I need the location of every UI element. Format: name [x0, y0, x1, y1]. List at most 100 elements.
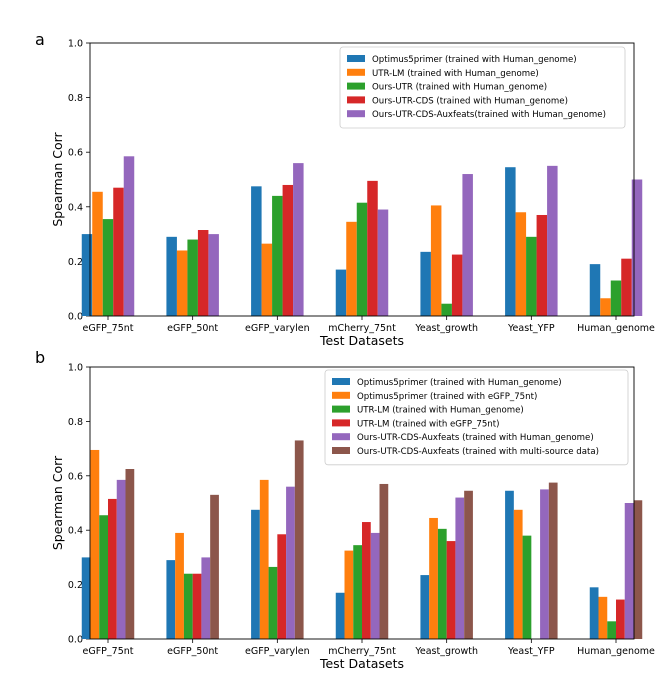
panel-a-bar-eGFP_75nt-s1	[92, 191, 103, 316]
panel-a-bar-eGFP_50nt-s0	[166, 236, 177, 316]
panel-b-legend-label-2: UTR-LM (trained with Human_genome)	[357, 406, 524, 416]
panel-a-bar-eGFP_varylen-s4	[293, 163, 304, 316]
panel-a-legend-label-2: Ours-UTR (trained with Human_genome)	[372, 83, 547, 93]
panel-b-xtick-label: eGFP_varylen	[245, 646, 310, 657]
panel-a-bar-mCherry_75nt-s1	[346, 221, 357, 316]
panel-a-letter: a	[35, 30, 45, 49]
panel-b-bar-Human_genome-s2	[607, 621, 616, 639]
panel-b-ytick-label: 0.6	[68, 471, 83, 482]
panel-a-xtick-label: Yeast_growth	[414, 323, 478, 334]
panel-b-bar-eGFP_varylen-s0	[251, 509, 260, 639]
panel-a-bar-eGFP_75nt-s3	[113, 187, 124, 316]
panel-b-bar-eGFP_50nt-s5	[210, 494, 219, 639]
panel-b-bar-Human_genome-s0	[589, 587, 599, 639]
panel-a-bar-mCherry_75nt-s3	[367, 180, 378, 316]
panel-a-xtick-label: eGFP_50nt	[167, 323, 218, 334]
panel-a-bar-eGFP_varylen-s1	[261, 243, 273, 316]
panel-b-xtick-label: mCherry_75nt	[328, 646, 396, 657]
panel-b-legend-label-0: Optimus5primer (trained with Human_genom…	[357, 378, 562, 388]
panel-b-bar-eGFP_50nt-s2	[183, 573, 193, 639]
panel-a-bar-Human_genome-s2	[610, 280, 622, 316]
panel-b-xtick-label: Yeast_growth	[414, 646, 478, 657]
panel-a-ytick-label: 0.0	[68, 312, 83, 323]
panel-a-bar-Yeast_growth-s0	[420, 251, 431, 316]
panel-a-ylabel: Spearman Corr	[50, 131, 65, 226]
panel-a-legend-swatch-3	[347, 96, 365, 104]
panel-a-bar-Yeast_growth-s4	[462, 174, 473, 316]
panel-a-bar-Yeast_growth-s2	[441, 303, 452, 316]
panel-b-ytick-label: 0.4	[68, 526, 83, 537]
panel-b-legend-box	[324, 369, 629, 466]
panel-a-xtick-label: Yeast_YFP	[507, 323, 555, 334]
panel-b-bar-eGFP_50nt-s1	[175, 532, 184, 639]
panel-b-bar-Yeast_growth-s0	[420, 575, 430, 639]
panel-a-legend-label-3: Ours-UTR-CDS (trained with Human_genome)	[372, 96, 568, 106]
panel-a-bar-Yeast_YFP-s4	[547, 165, 558, 316]
panel-a-legend-swatch-0	[347, 55, 365, 62]
panel-a-bar-eGFP_varylen-s3	[282, 184, 294, 316]
panel-a-legend-swatch-4	[347, 110, 365, 118]
panel-b-bar-eGFP_50nt-s4	[201, 557, 211, 639]
panel-a-bar-Human_genome-s3	[621, 258, 632, 316]
panel-a-legend-swatch-1	[347, 68, 365, 76]
panel-a-bar-eGFP_50nt-s1	[176, 250, 188, 316]
panel-b-bar-Human_genome-s5	[633, 500, 643, 639]
panel-b-bar-Yeast_YFP-s4	[540, 489, 549, 639]
panel-b-bar-Yeast_YFP-s0	[505, 490, 514, 639]
panel-b-bar-mCherry_75nt-s2	[353, 545, 362, 639]
panel-a-bar-eGFP_75nt-s0	[81, 234, 93, 316]
panel-b-legend-swatch-5	[332, 447, 350, 454]
panel-a-bar-Yeast_YFP-s0	[505, 167, 516, 316]
panel-b-bar-Human_genome-s3	[616, 599, 625, 639]
panel-b-legend-label-5: Ours-UTR-CDS-Auxfeats (trained with mult…	[357, 447, 599, 457]
panel-a-ytick-label: 1.0	[68, 39, 83, 50]
panel-a-bar-Human_genome-s1	[600, 298, 611, 316]
panel-a-legend-box	[339, 46, 626, 129]
panel-a-xtick-label: eGFP_varylen	[245, 323, 310, 334]
panel-b-bar-Human_genome-s4	[624, 503, 634, 639]
panel-b-bar-eGFP_varylen-s2	[268, 566, 278, 639]
panel-a-legend-label-0: Optimus5primer (trained with Human_genom…	[372, 55, 577, 65]
panel-b-bar-Yeast_YFP-s2	[522, 535, 532, 639]
panel-b-bar-eGFP_75nt-s3	[108, 498, 117, 639]
panel-b-bar-eGFP_75nt-s1	[90, 449, 100, 639]
panel-b-axes-frame	[89, 366, 635, 640]
panel-a-xlabel: Test Datasets	[319, 333, 404, 348]
panel-b-ytick-label: 0.0	[68, 635, 83, 646]
panel-b-xtick-label: eGFP_50nt	[167, 646, 218, 657]
panel-b-bar-eGFP_varylen-s4	[286, 486, 295, 639]
panel-a-bar-mCherry_75nt-s2	[356, 202, 368, 316]
panel-b-xtick-label: Yeast_YFP	[507, 646, 555, 657]
panel-b-bar-eGFP_75nt-s0	[81, 557, 91, 639]
panel-a-bar-Yeast_growth-s3	[451, 254, 463, 316]
panel-b-bar-Yeast_growth-s2	[437, 528, 447, 639]
panel-b-bar-mCherry_75nt-s5	[379, 483, 389, 639]
panel-a-bar-eGFP_50nt-s4	[208, 234, 219, 316]
panel-b-bar-eGFP_varylen-s1	[259, 479, 269, 639]
panel-a-bar-eGFP_75nt-s2	[102, 219, 114, 316]
panel-b-legend-label-1: Optimus5primer (trained with eGFP_75nt)	[357, 392, 537, 402]
panel-b-bar-mCherry_75nt-s3	[362, 522, 371, 639]
panel-b-bar-Yeast_YFP-s1	[513, 509, 523, 639]
panel-a-ytick-label: 0.6	[68, 148, 83, 159]
panel-b-bar-mCherry_75nt-s0	[335, 592, 345, 639]
panel-a-xtick-label: Human_genome	[577, 323, 655, 334]
panel-b-xtick-label: eGFP_75nt	[83, 646, 134, 657]
panel-a-bar-eGFP_varylen-s2	[272, 195, 283, 316]
panel-b-bar-eGFP_75nt-s4	[116, 479, 126, 639]
panel-b-bar-eGFP_50nt-s0	[166, 560, 176, 639]
panel-b-bar-Yeast_growth-s4	[455, 497, 465, 639]
panel-b-legend-swatch-0	[332, 378, 350, 385]
panel-b-bar-Yeast_growth-s5	[464, 490, 473, 639]
panel-b-legend-swatch-2	[332, 405, 350, 413]
panel-a-legend-label-1: UTR-LM (trained with Human_genome)	[372, 69, 539, 79]
panel-a-bar-Yeast_growth-s1	[430, 205, 442, 316]
panel-a-ytick-label: 0.4	[68, 202, 83, 213]
panel-b-legend-swatch-4	[332, 433, 350, 441]
panel-a-ytick-label: 0.2	[68, 257, 83, 268]
panel-a-xtick-label: mCherry_75nt	[328, 323, 396, 334]
panel-a-xtick-label: eGFP_75nt	[83, 323, 134, 334]
panel-b-bar-eGFP_varylen-s5	[294, 440, 304, 639]
panel-a-legend-swatch-2	[347, 82, 365, 90]
panel-a-bar-Yeast_YFP-s2	[526, 236, 537, 316]
